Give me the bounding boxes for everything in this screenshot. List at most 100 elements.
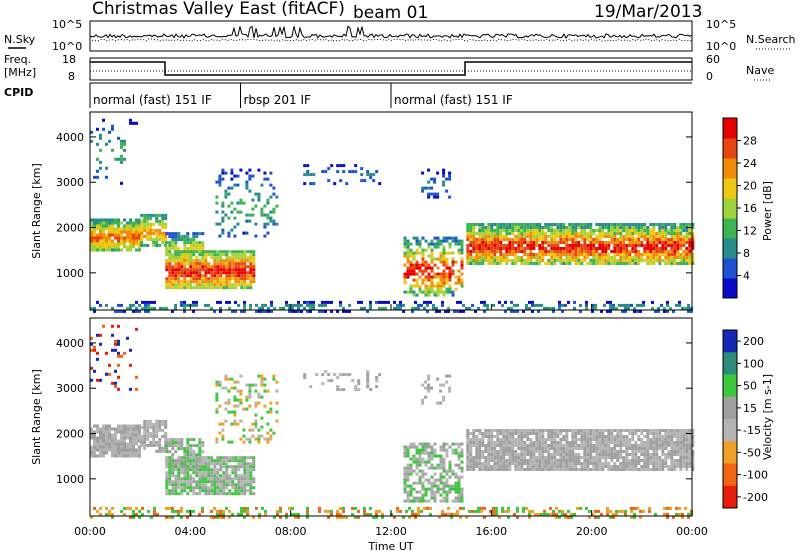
radar-cell xyxy=(249,277,253,281)
radar-cell xyxy=(231,265,235,269)
radar-cell xyxy=(198,462,202,466)
radar-cell xyxy=(129,445,132,449)
radar-cell xyxy=(111,239,114,243)
radar-cell xyxy=(538,444,542,447)
radar-cell xyxy=(339,373,343,377)
radar-cell xyxy=(687,309,690,313)
radar-cell xyxy=(535,229,539,232)
radar-cell xyxy=(460,451,464,455)
radar-cell xyxy=(99,512,102,516)
radar-cell xyxy=(637,229,641,232)
radar-cell xyxy=(511,253,515,256)
radar-cell xyxy=(619,456,623,459)
radar-cell xyxy=(237,468,241,472)
radar-cell xyxy=(219,277,223,281)
radar-cell xyxy=(466,456,470,459)
radar-cell xyxy=(417,306,420,310)
radar-cell xyxy=(433,272,437,276)
radar-cell xyxy=(120,157,123,161)
radar-cell xyxy=(664,232,668,235)
radar-cell xyxy=(454,472,458,476)
radar-cell xyxy=(418,269,422,273)
radar-cell xyxy=(673,223,677,226)
radar-cell xyxy=(670,468,674,471)
radar-cell xyxy=(670,247,674,250)
radar-cell xyxy=(469,229,473,232)
radar-cell xyxy=(96,454,99,458)
radar-cell xyxy=(251,198,255,202)
radar-cell xyxy=(132,424,135,428)
radar-cell xyxy=(646,459,650,462)
radar-cell xyxy=(687,512,690,516)
radar-cell xyxy=(427,451,431,455)
radar-cell xyxy=(610,465,614,468)
radar-cell xyxy=(99,148,102,152)
radar-cell xyxy=(550,256,554,259)
radar-cell xyxy=(135,439,138,443)
radar-cell xyxy=(230,377,234,381)
radar-cell xyxy=(460,496,464,500)
radar-cell xyxy=(616,435,620,438)
radar-cell xyxy=(613,435,617,438)
radar-cell xyxy=(675,512,678,516)
radar-cell xyxy=(547,450,551,453)
radar-cell xyxy=(531,509,534,513)
radar-cell xyxy=(123,506,126,510)
radar-cell xyxy=(234,309,237,313)
radar-cell xyxy=(216,489,220,493)
radar-cell xyxy=(105,433,108,437)
radar-cell xyxy=(571,468,575,471)
radar-cell xyxy=(691,459,695,462)
radar-cell xyxy=(436,454,440,458)
radar-cell xyxy=(538,456,542,459)
radar-cell xyxy=(418,448,422,452)
radar-cell xyxy=(571,238,575,241)
radar-cell xyxy=(120,354,123,358)
radar-cell xyxy=(192,459,196,463)
radar-cell xyxy=(216,483,220,487)
radar-cell xyxy=(484,232,488,235)
radar-cell xyxy=(228,456,232,460)
radar-cell xyxy=(466,462,470,465)
radar-cell xyxy=(192,489,196,493)
radar-cell xyxy=(168,232,172,236)
radar-cell xyxy=(664,250,668,253)
radar-cell xyxy=(565,459,569,462)
radar-cell xyxy=(502,235,506,238)
radar-cell xyxy=(260,207,264,211)
radar-cell xyxy=(508,447,512,450)
radar-cell xyxy=(480,506,483,510)
radar-cell xyxy=(117,342,120,346)
radar-cell xyxy=(457,457,461,461)
radar-cell xyxy=(158,234,162,238)
radar-cell xyxy=(505,444,509,447)
radar-cell xyxy=(490,429,494,432)
radar-cell xyxy=(553,456,557,459)
y-tick-label: 3000 xyxy=(56,176,84,189)
radar-cell xyxy=(655,238,659,241)
radar-cell xyxy=(475,444,479,447)
radar-cell xyxy=(219,262,223,266)
colorbar-tick-label: 8 xyxy=(743,247,750,260)
radar-cell xyxy=(667,262,671,265)
radar-cell xyxy=(478,241,482,244)
radar-cell xyxy=(457,499,461,503)
radar-cell xyxy=(634,262,638,265)
radar-cell xyxy=(210,480,214,484)
radar-cell xyxy=(227,398,231,402)
radar-cell xyxy=(204,471,208,475)
radar-cell xyxy=(254,425,258,429)
radar-cell xyxy=(297,306,300,310)
radar-cell xyxy=(303,164,307,168)
radar-cell xyxy=(664,262,668,265)
radar-cell xyxy=(90,454,93,458)
radar-cell xyxy=(141,300,144,304)
radar-cell xyxy=(475,465,479,468)
radar-cell xyxy=(598,223,602,226)
radar-cell xyxy=(406,254,410,258)
radar-cell xyxy=(634,223,638,226)
radar-cell xyxy=(684,306,687,310)
radar-cell xyxy=(225,286,229,290)
radar-cell xyxy=(532,450,536,453)
radar-cell xyxy=(117,136,120,140)
